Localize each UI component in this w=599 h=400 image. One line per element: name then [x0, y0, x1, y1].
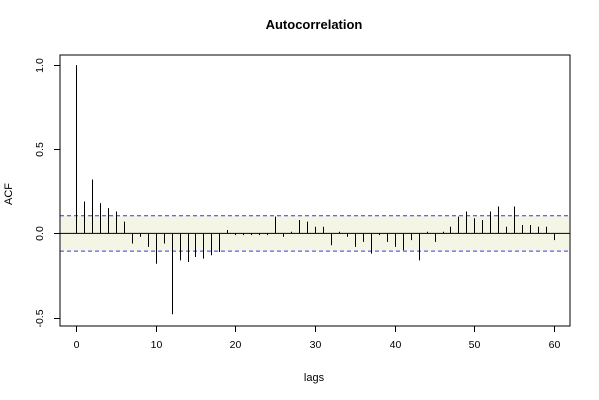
- x-tick-label-20: 20: [230, 339, 242, 351]
- x-tick-label-30: 30: [310, 339, 322, 351]
- confidence-band-layer: [60, 215, 570, 252]
- x-tick-label-50: 50: [469, 339, 481, 351]
- x-tick-label-0: 0: [74, 339, 80, 351]
- y-axis-label: ACF: [3, 183, 15, 205]
- y-tick-label-1.0: 1.0: [34, 58, 46, 73]
- y-tick-label-0.0: 0.0: [34, 226, 46, 241]
- x-tick-label-40: 40: [390, 339, 402, 351]
- y-tick-label--0.5: -0.5: [34, 309, 46, 327]
- x-axis-label: lags: [304, 372, 325, 384]
- chart-title: Autocorrelation: [266, 17, 363, 32]
- x-tick-label-10: 10: [151, 339, 163, 351]
- plot-frame: [59, 54, 571, 327]
- acf-bars-layer: [76, 65, 555, 315]
- x-tick-label-60: 60: [549, 339, 561, 351]
- axes-layer: 0 10 20 30 40 50 60 -0.5 0.0 0.5 1.0: [34, 58, 560, 351]
- y-tick-label-0.5: 0.5: [34, 142, 46, 157]
